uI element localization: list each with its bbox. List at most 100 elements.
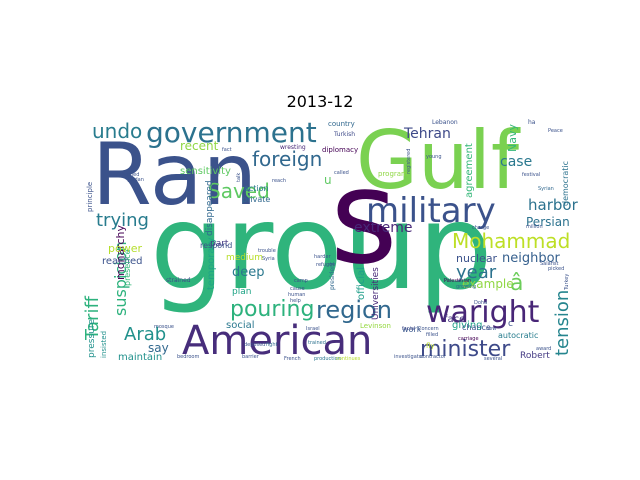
word-44: face: [444, 314, 465, 325]
word-50: part: [210, 239, 229, 249]
word-32: monarchy: [114, 225, 127, 280]
word-4: American: [182, 318, 372, 364]
word-93: mosque: [154, 324, 174, 330]
word-70: Levinson: [360, 322, 391, 330]
word-37: temporary: [206, 237, 217, 290]
word-65: wresting: [280, 144, 306, 151]
word-45: pressure: [87, 319, 97, 358]
word-98: refugee: [316, 262, 335, 268]
word-100: human: [288, 292, 305, 298]
word-7: waright: [426, 295, 540, 330]
word-23: Tehran: [403, 126, 451, 142]
word-49: medium: [226, 253, 263, 263]
word-10: foreign: [252, 147, 322, 171]
word-102: reach: [272, 178, 286, 184]
word-114: Peace: [548, 128, 563, 134]
word-20: year: [456, 262, 497, 283]
word-31: say: [148, 341, 169, 355]
word-26: Persian: [526, 215, 570, 229]
word-19: tension: [552, 290, 573, 356]
word-2: Gulf: [356, 114, 521, 207]
word-8: region: [316, 296, 392, 324]
word-106: filled: [426, 332, 438, 338]
word-94: fight: [266, 342, 277, 348]
word-38: sensitivity: [180, 166, 231, 177]
word-117: new: [486, 326, 496, 332]
word-29: deep: [232, 265, 265, 280]
word-120: c: [508, 319, 513, 329]
word-1: Ran: [92, 125, 257, 225]
word-73: facial: [402, 326, 415, 332]
word-47: Universities: [371, 267, 381, 320]
word-42: maintain: [118, 352, 162, 363]
word-115: Turkey: [564, 274, 570, 291]
word-90: French: [284, 356, 301, 362]
word-66: Turkish: [333, 131, 355, 138]
word-52: chance: [462, 323, 491, 332]
word-105: fly: [426, 342, 435, 350]
word-87: contractor: [420, 354, 447, 360]
word-96: camp: [294, 278, 308, 284]
word-27: neighbor: [502, 251, 561, 266]
word-40: reached: [102, 256, 143, 267]
word-71: Israel: [306, 326, 320, 332]
cloud-background: [81, 118, 568, 362]
word-56: presence: [123, 249, 132, 286]
word-60: private: [242, 195, 270, 204]
word-97: harder: [314, 254, 331, 260]
word-53: work: [402, 325, 422, 334]
word-43: giving: [452, 320, 483, 331]
word-18: â: [510, 271, 523, 296]
word-85: several: [484, 356, 502, 362]
word-64: country: [328, 120, 355, 128]
word-9: pouring: [230, 297, 314, 322]
word-57: insisted: [100, 331, 108, 358]
word-30: recent: [180, 139, 219, 153]
word-13: Tariff: [82, 296, 103, 341]
word-103: trouble: [258, 248, 276, 254]
word-82: Salafist: [540, 261, 558, 267]
word-5: military: [366, 191, 496, 231]
word-25: case: [500, 154, 532, 170]
word-74: Concern: [418, 326, 439, 332]
word-39: power: [108, 242, 142, 255]
word-92: bedroom: [177, 354, 199, 360]
word-69: strained: [166, 277, 191, 284]
word-12: minister: [420, 337, 511, 362]
word-17: undo: [92, 119, 142, 143]
word-80: festival: [522, 172, 540, 178]
word-78: charge: [472, 225, 489, 231]
word-104: Syria: [262, 256, 275, 262]
word-33: official: [356, 267, 367, 300]
word-109: called: [334, 170, 349, 176]
word-54: autocratic: [498, 331, 538, 340]
chart-title: 2013-12: [286, 92, 354, 111]
word-119: u: [324, 173, 332, 187]
word-0: group: [150, 178, 493, 316]
word-89: continues: [336, 356, 361, 362]
word-72: trained: [308, 340, 326, 346]
word-81: Syrian: [538, 186, 554, 192]
word-46: disappeared: [205, 180, 215, 236]
word-61: respond: [200, 241, 232, 250]
word-91: barrier: [242, 354, 260, 360]
word-99: cause: [290, 286, 305, 292]
word-28: example: [462, 277, 514, 291]
word-14: trying: [96, 210, 149, 231]
word-111: Jordan: [127, 177, 144, 183]
word-62: program: [378, 170, 408, 178]
word-118: ha: [528, 119, 536, 126]
word-112: fact: [222, 147, 232, 153]
word-48: plan: [232, 287, 251, 297]
word-116: Doha: [474, 300, 487, 306]
word-21: suspicion: [111, 241, 130, 316]
word-22: harbor: [528, 196, 579, 214]
word-11: Mohammad: [452, 229, 570, 253]
word-16: Arab: [124, 324, 166, 345]
word-55: democratic: [561, 161, 570, 206]
word-6: government: [146, 116, 317, 149]
word-86: investigator: [394, 354, 425, 360]
word-88: production: [314, 356, 341, 362]
